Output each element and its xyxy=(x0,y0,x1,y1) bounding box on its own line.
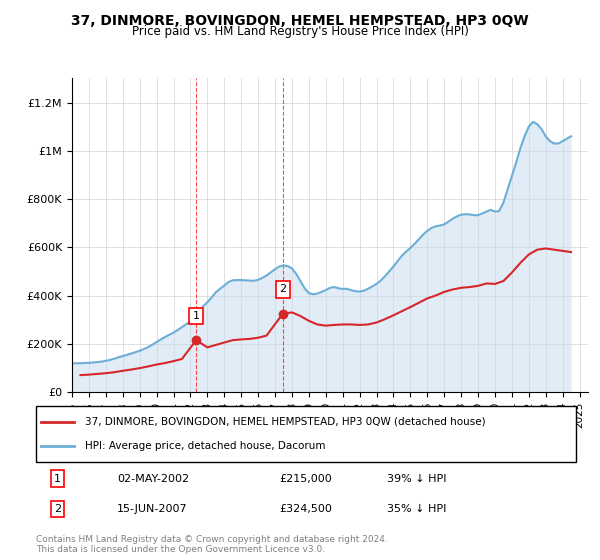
Text: 35% ↓ HPI: 35% ↓ HPI xyxy=(387,504,446,514)
Text: 1: 1 xyxy=(193,311,200,321)
Text: 15-JUN-2007: 15-JUN-2007 xyxy=(117,504,188,514)
Text: 37, DINMORE, BOVINGDON, HEMEL HEMPSTEAD, HP3 0QW (detached house): 37, DINMORE, BOVINGDON, HEMEL HEMPSTEAD,… xyxy=(85,417,485,427)
FancyBboxPatch shape xyxy=(36,406,576,462)
Text: Contains HM Land Registry data © Crown copyright and database right 2024.
This d: Contains HM Land Registry data © Crown c… xyxy=(36,535,388,554)
Text: £324,500: £324,500 xyxy=(279,504,332,514)
Text: 2: 2 xyxy=(279,284,286,295)
Text: 1: 1 xyxy=(54,474,61,484)
Text: £215,000: £215,000 xyxy=(279,474,332,484)
Text: 37, DINMORE, BOVINGDON, HEMEL HEMPSTEAD, HP3 0QW: 37, DINMORE, BOVINGDON, HEMEL HEMPSTEAD,… xyxy=(71,14,529,28)
Text: 02-MAY-2002: 02-MAY-2002 xyxy=(117,474,189,484)
Text: HPI: Average price, detached house, Dacorum: HPI: Average price, detached house, Daco… xyxy=(85,441,325,451)
Text: Price paid vs. HM Land Registry's House Price Index (HPI): Price paid vs. HM Land Registry's House … xyxy=(131,25,469,38)
Text: 2: 2 xyxy=(54,504,61,514)
Text: 39% ↓ HPI: 39% ↓ HPI xyxy=(387,474,446,484)
